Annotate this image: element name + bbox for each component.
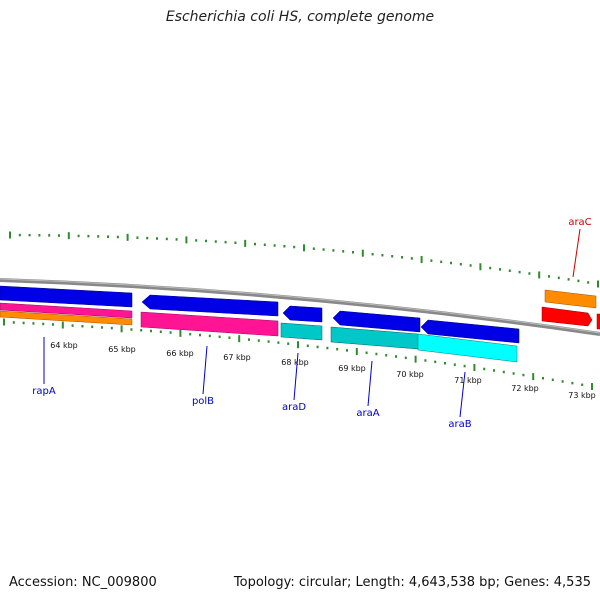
gene-polB-label[interactable]: polB — [192, 396, 214, 407]
red-feature-2[interactable] — [596, 313, 600, 330]
misc-feature-1[interactable] — [0, 310, 133, 326]
gene-araC-leader — [572, 228, 581, 278]
red-feature-1[interactable] — [541, 306, 593, 327]
gene-araD-feature[interactable] — [282, 305, 323, 323]
scale-label: 71 kbp — [454, 376, 482, 385]
gene-araD-label[interactable]: araD — [282, 402, 306, 413]
gene-labels: rapA polB araD araA araB araC — [32, 217, 591, 430]
scale-label: 67 kbp — [223, 353, 251, 362]
accession-text: Accession: NC_009800 — [9, 575, 157, 590]
gene-araB-leader — [459, 371, 466, 418]
cyan-feature-3[interactable] — [417, 333, 518, 363]
genome-backbone — [0, 278, 600, 336]
feature-track — [0, 285, 600, 363]
cyan-feature-1[interactable] — [280, 322, 323, 341]
gene-rapA-feature[interactable] — [0, 285, 133, 308]
topology-text: Topology: circular; Length: 4,643,538 bp… — [233, 575, 591, 590]
gene-araC-feature[interactable] — [544, 289, 597, 309]
gene-araA-leader — [367, 360, 373, 407]
gene-araD-leader — [293, 352, 299, 401]
inner-tick-row — [3, 318, 593, 390]
scale-label: 72 kbp — [511, 384, 539, 393]
scale-label: 69 kbp — [338, 364, 366, 373]
scale-label: 73 kbp — [568, 391, 596, 400]
gene-polB-feature[interactable] — [141, 294, 279, 317]
gene-araA-label[interactable]: araA — [356, 408, 379, 419]
gene-araC-label[interactable]: araC — [568, 217, 591, 228]
scale-labels: 64 kbp 65 kbp 66 kbp 67 kbp 68 kbp 69 kbp 70 k… — [50, 341, 596, 400]
outer-tick-row — [9, 231, 599, 288]
rrna-feature-2[interactable] — [140, 311, 279, 337]
scale-label: 64 kbp — [50, 341, 78, 350]
scale-label: 70 kbp — [396, 370, 424, 379]
scale-label: 68 kbp — [281, 358, 309, 367]
scale-label: 65 kbp — [108, 345, 136, 354]
gene-araA-feature[interactable] — [332, 310, 421, 333]
gene-araB-feature[interactable] — [420, 319, 520, 344]
map-title: Escherichia coli HS, complete genome — [165, 9, 435, 25]
rrna-feature-1[interactable] — [0, 302, 133, 319]
scale-label: 66 kbp — [166, 349, 194, 358]
genome-backbone-highlight — [0, 278, 600, 334]
gene-rapA-label[interactable]: rapA — [32, 386, 56, 397]
gene-polB-leader — [202, 345, 208, 395]
gene-araB-label[interactable]: araB — [448, 419, 471, 430]
